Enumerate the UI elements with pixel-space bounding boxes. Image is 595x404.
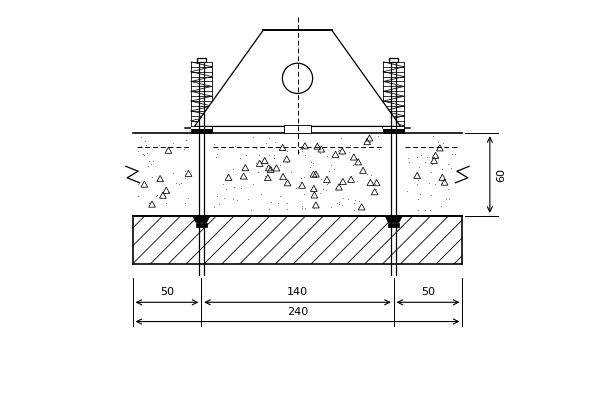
Bar <box>196 223 206 227</box>
Polygon shape <box>133 133 462 216</box>
Bar <box>191 128 212 133</box>
Bar <box>383 128 404 133</box>
Text: 240: 240 <box>287 307 308 317</box>
Polygon shape <box>195 30 400 126</box>
Polygon shape <box>133 216 462 264</box>
Bar <box>383 127 404 129</box>
Text: 140: 140 <box>287 288 308 297</box>
Polygon shape <box>385 216 402 223</box>
Text: 60: 60 <box>497 168 507 181</box>
Polygon shape <box>193 216 210 223</box>
Bar <box>196 58 206 62</box>
Bar <box>284 125 311 133</box>
Text: 50: 50 <box>160 288 174 297</box>
Bar <box>389 223 399 227</box>
Bar <box>389 58 399 62</box>
Text: 50: 50 <box>421 288 435 297</box>
Bar <box>191 127 212 129</box>
